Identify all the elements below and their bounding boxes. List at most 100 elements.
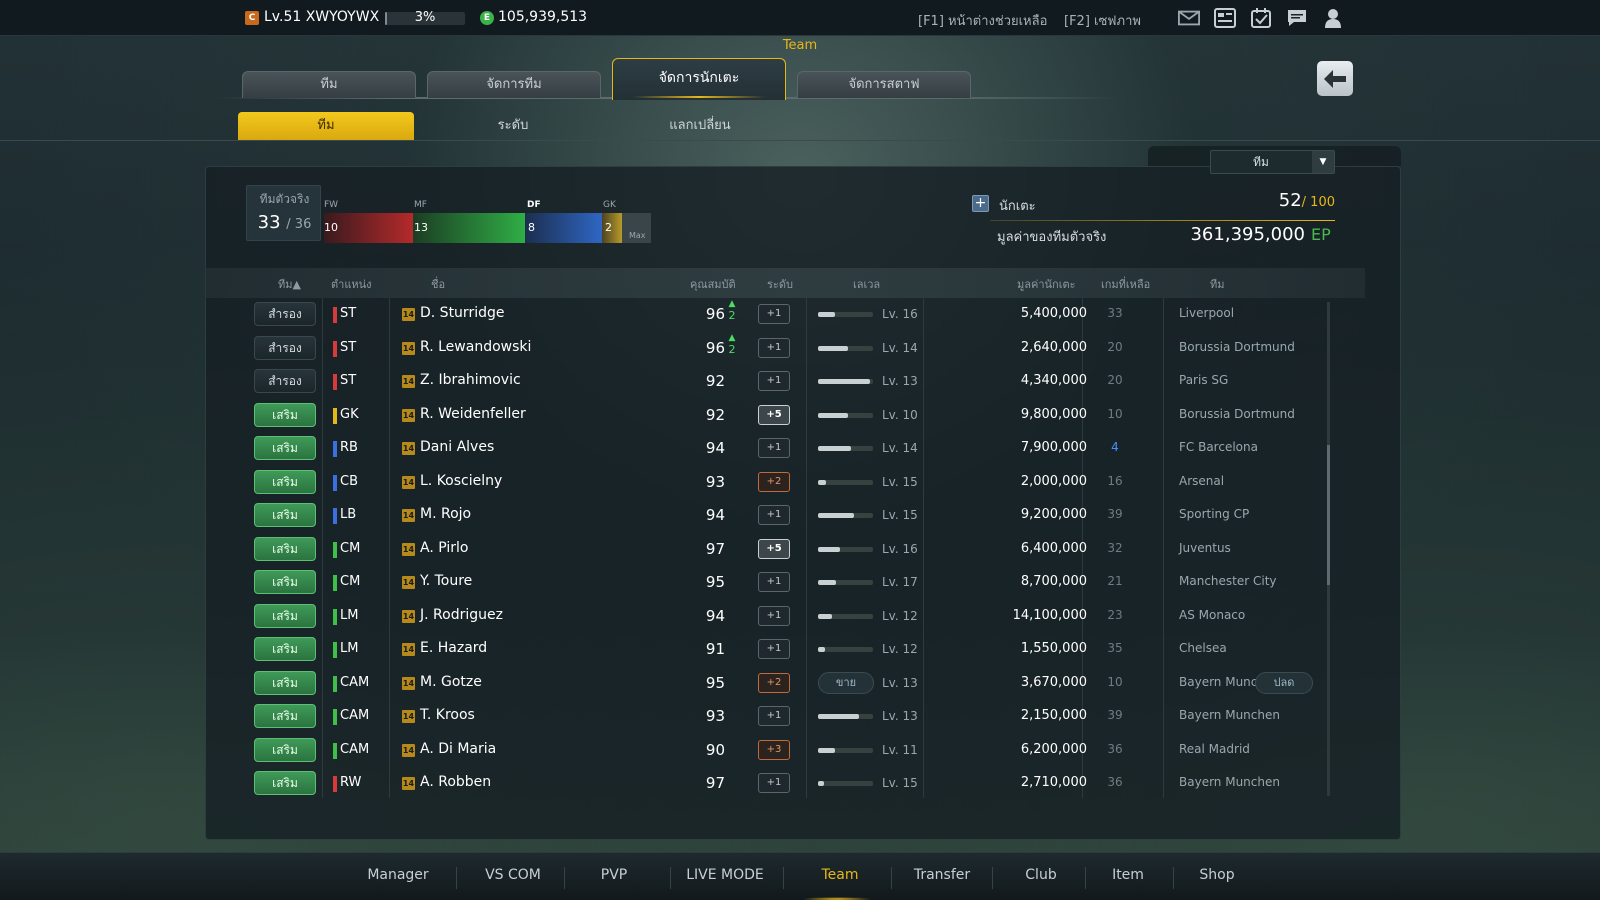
release-button[interactable]: ปลด xyxy=(1255,671,1313,694)
subtab-team[interactable]: ทีม xyxy=(238,112,414,140)
back-button[interactable] xyxy=(1317,61,1353,96)
col-club[interactable]: ทีม xyxy=(1210,278,1225,291)
table-row[interactable]: เสริม RB 14 Dani Alves 94 +1 Lv. 14 7,900,000 4 F… xyxy=(205,432,1365,465)
table-row[interactable]: เสริม CM 14 Y. Toure 95 +1 Lv. 17 8,700,000 21 Ma… xyxy=(205,566,1365,599)
level-progress-fill xyxy=(818,781,824,786)
position-color-bar xyxy=(333,742,337,759)
tab-team[interactable]: ทีม xyxy=(242,71,416,98)
table-row[interactable]: สำรอง ST 14 D. Sturridge 96 ▲ 2 +1 Lv. 16 5,400,0… xyxy=(205,298,1365,331)
help-shortcut[interactable]: [F1] หน้าต่างช่วยเหลือ xyxy=(918,14,1048,29)
squad-status-button[interactable]: เสริม xyxy=(254,402,316,427)
squad-status-button[interactable]: เสริม xyxy=(254,436,316,460)
squad-status-button[interactable]: สำรอง xyxy=(254,302,316,326)
nav-manager[interactable]: Manager xyxy=(367,867,429,883)
subtab-exchange[interactable]: แลกเปลี่ยน xyxy=(669,118,731,133)
nav-vs-com[interactable]: VS COM xyxy=(485,867,541,883)
tab-manage-players[interactable]: จัดการนักเตะ xyxy=(612,58,786,100)
level-progress-fill xyxy=(818,479,827,485)
player-name[interactable]: R. Weidenfeller xyxy=(420,405,526,422)
player-name[interactable]: A. Di Maria xyxy=(420,740,497,757)
squad-status-button[interactable]: เสริม xyxy=(254,570,316,594)
col-games[interactable]: เกมที่เหลือ xyxy=(1101,278,1151,291)
bottom-nav: Manager VS COM PVP LIVE MODE Team Transfer Clu… xyxy=(0,852,1600,900)
squad-status-button[interactable]: เสริม xyxy=(254,637,316,661)
nav-transfer[interactable]: Transfer xyxy=(913,867,971,883)
player-name[interactable]: R. Lewandowski xyxy=(420,338,532,355)
player-name[interactable]: Z. Ibrahimovic xyxy=(420,372,521,388)
chat-icon[interactable] xyxy=(1285,7,1309,29)
subtab-grade[interactable]: ระดับ xyxy=(497,118,529,133)
player-name[interactable]: M. Gotze xyxy=(420,673,482,690)
squad-status-button[interactable]: เสริม xyxy=(254,737,316,762)
tab-manage-team[interactable]: จัดการทีม xyxy=(427,71,601,98)
player-name[interactable]: M. Rojo xyxy=(420,506,472,522)
table-row[interactable]: เสริม RW 14 A. Robben 97 +1 Lv. 15 2,710,000 36 B… xyxy=(205,767,1365,798)
games-remaining: 32 xyxy=(1107,540,1123,555)
player-ovr: 95 xyxy=(705,573,725,591)
table-row[interactable]: เสริม LM 14 J. Rodriguez 94 +1 Lv. 12 14,100,00… xyxy=(205,600,1365,633)
profile-icon[interactable] xyxy=(1321,7,1345,29)
squad-status-button[interactable]: เสริม xyxy=(254,603,316,628)
news-icon[interactable] xyxy=(1213,7,1237,29)
nav-live-mode[interactable]: LIVE MODE xyxy=(686,867,764,883)
col-level[interactable]: เลเวล xyxy=(853,278,881,291)
nav-shop[interactable]: Shop xyxy=(1199,867,1235,883)
level-progress-fill xyxy=(818,312,835,317)
table-row[interactable]: เสริม CAM 14 M. Gotze 95 +2 ขาย Lv. 13 3,670,000… xyxy=(205,667,1365,700)
player-name[interactable]: T. Kroos xyxy=(420,707,475,723)
squad-status-button[interactable]: เสริม xyxy=(254,536,316,561)
player-position: RW xyxy=(340,775,362,790)
scrollbar-thumb[interactable] xyxy=(1327,445,1330,585)
col-ovr[interactable]: คุณสมบัติ xyxy=(690,278,736,291)
calendar-check-icon[interactable] xyxy=(1249,7,1273,29)
col-team-sort[interactable]: ทีม▲ xyxy=(278,278,301,291)
col-divider xyxy=(389,298,390,798)
player-name[interactable]: E. Hazard xyxy=(420,640,488,656)
nav-club[interactable]: Club xyxy=(1025,867,1057,883)
table-row[interactable]: เสริม LM 14 E. Hazard 91 +1 Lv. 12 1,550,000 35 C… xyxy=(205,633,1365,666)
nav-team[interactable]: Team xyxy=(821,867,859,883)
mail-icon[interactable] xyxy=(1177,7,1201,29)
player-name[interactable]: Y. Toure xyxy=(420,573,473,589)
player-name[interactable]: A. Pirlo xyxy=(420,539,469,556)
player-name[interactable]: D. Sturridge xyxy=(420,305,505,321)
squad-status-button[interactable]: สำรอง xyxy=(254,369,316,393)
col-position[interactable]: ตำแหน่ง xyxy=(331,278,372,291)
col-value[interactable]: มูลค่านักเตะ xyxy=(1017,278,1076,291)
nav-separator xyxy=(891,867,892,889)
player-name[interactable]: A. Robben xyxy=(420,774,492,790)
col-name[interactable]: ชื่อ xyxy=(431,278,446,291)
position-color-bar xyxy=(333,575,337,591)
player-club: Borussia Dortmund xyxy=(1179,339,1295,354)
nav-pvp[interactable]: PVP xyxy=(600,867,628,883)
player-name[interactable]: J. Rodriguez xyxy=(420,606,503,623)
squad-status-button[interactable]: สำรอง xyxy=(254,335,316,360)
tab-manage-staff[interactable]: จัดการสตาฟ xyxy=(797,71,971,98)
level-progress-fill xyxy=(818,647,825,652)
table-row[interactable]: เสริม CB 14 L. Koscielny 93 +2 Lv. 15 2,000,000… xyxy=(205,466,1365,499)
table-row[interactable]: สำรอง ST 14 Z. Ibrahimovic 92 +1 Lv. 13 4,340,0… xyxy=(205,365,1365,398)
table-row[interactable]: เสริม CAM 14 A. Di Maria 90 +3 Lv. 11 6,200,000… xyxy=(205,734,1365,767)
table-row[interactable]: เสริม LB 14 M. Rojo 94 +1 Lv. 15 9,200,000 39 Spo… xyxy=(205,499,1365,532)
player-name[interactable]: Dani Alves xyxy=(420,439,495,455)
squad-status-button[interactable]: เสริม xyxy=(254,704,316,728)
table-row[interactable]: สำรอง ST 14 R. Lewandowski 96 ▲ 2 +1 Lv. 14 2,640… xyxy=(205,332,1365,365)
level-progress-bar xyxy=(818,379,873,384)
table-row[interactable]: เสริม CAM 14 T. Kroos 93 +1 Lv. 13 2,150,000 39 B… xyxy=(205,700,1365,733)
filter-dropdown[interactable]: ทีม ▼ xyxy=(1210,150,1335,174)
add-slot-plus-icon[interactable]: + xyxy=(972,195,989,212)
player-value: 9,200,000 xyxy=(1020,507,1087,522)
squad-status-button[interactable]: เสริม xyxy=(254,670,316,695)
squad-status-button[interactable]: เสริม xyxy=(254,469,316,494)
table-row[interactable]: เสริม CM 14 A. Pirlo 97 +5 Lv. 16 6,400,000 32 Ju… xyxy=(205,533,1365,566)
col-grade[interactable]: ระดับ xyxy=(767,278,793,291)
nav-item[interactable]: Item xyxy=(1112,867,1144,883)
screenshot-shortcut[interactable]: [F2] เซฟภาพ xyxy=(1064,14,1141,29)
table-row[interactable]: เสริม GK 14 R. Weidenfeller 92 +5 Lv. 10 9,800,… xyxy=(205,399,1365,432)
player-name[interactable]: L. Koscielny xyxy=(420,472,503,489)
squad-status-button[interactable]: เสริม xyxy=(254,771,316,795)
squad-status-button[interactable]: เสริม xyxy=(254,503,316,527)
enhance-grade-badge: +3 xyxy=(758,739,790,760)
sell-button[interactable]: ขาย xyxy=(818,671,874,694)
table-scrollbar[interactable] xyxy=(1327,302,1330,796)
